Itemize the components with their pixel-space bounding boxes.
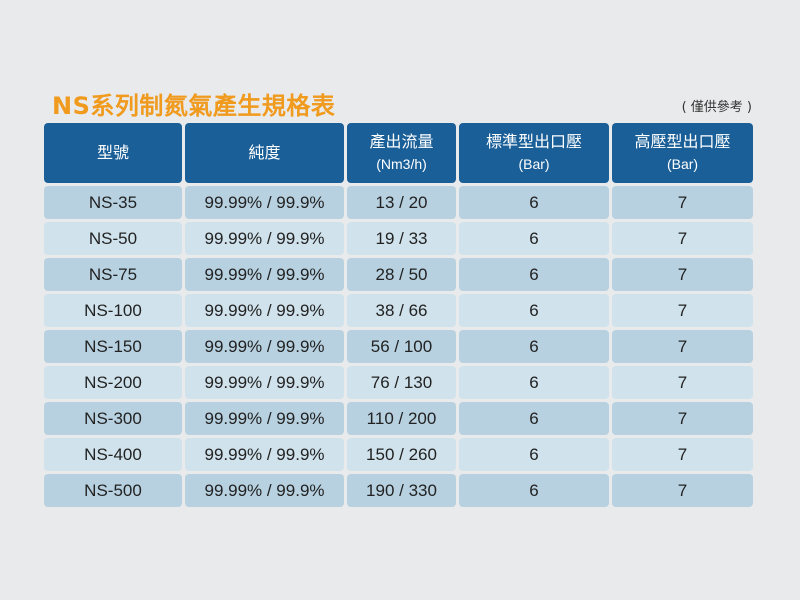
purity-cell: 99.99% / 99.9% xyxy=(185,474,344,507)
header-label: 型號 xyxy=(96,143,129,162)
flow-cell: 19 / 33 xyxy=(347,222,456,255)
high-pressure-cell: 7 xyxy=(612,366,753,399)
table-body: NS-35 99.99% / 99.9% 13 / 20 6 7 NS-50 99.99% … xyxy=(44,186,756,507)
high-pressure-cell: 7 xyxy=(612,402,753,435)
table-row: NS-100 99.99% / 99.9% 38 / 66 6 7 xyxy=(44,294,756,327)
table-row: NS-35 99.99% / 99.9% 13 / 20 6 7 xyxy=(44,186,756,219)
table-row: NS-500 99.99% / 99.9% 190 / 330 6 7 xyxy=(44,474,756,507)
standard-pressure-cell: 6 xyxy=(459,330,609,363)
standard-pressure-cell: 6 xyxy=(459,402,609,435)
model-cell: NS-200 xyxy=(44,366,182,399)
flow-cell: 190 / 330 xyxy=(347,474,456,507)
standard-pressure-cell: 6 xyxy=(459,258,609,291)
table-header: 型號 純度 產出流量 (Nm3/h) 標準型出口壓 (Bar) 高壓型出口壓 (… xyxy=(44,123,756,183)
high-pressure-cell: 7 xyxy=(612,474,753,507)
header-model: 型號 xyxy=(44,123,182,183)
high-pressure-cell: 7 xyxy=(612,222,753,255)
model-cell: NS-400 xyxy=(44,438,182,471)
standard-pressure-cell: 6 xyxy=(459,186,609,219)
model-cell: NS-35 xyxy=(44,186,182,219)
header-label: 標準型出口壓 xyxy=(485,132,582,151)
header-label: 純度 xyxy=(248,143,281,162)
header-purity: 純度 xyxy=(185,123,344,183)
table-row: NS-400 99.99% / 99.9% 150 / 260 6 7 xyxy=(44,438,756,471)
model-cell: NS-500 xyxy=(44,474,182,507)
standard-pressure-cell: 6 xyxy=(459,366,609,399)
standard-pressure-cell: 6 xyxy=(459,294,609,327)
high-pressure-cell: 7 xyxy=(612,186,753,219)
header-high-pressure: 高壓型出口壓 (Bar) xyxy=(612,123,753,183)
purity-cell: 99.99% / 99.9% xyxy=(185,366,344,399)
purity-cell: 99.99% / 99.9% xyxy=(185,402,344,435)
model-cell: NS-150 xyxy=(44,330,182,363)
purity-cell: 99.99% / 99.9% xyxy=(185,222,344,255)
high-pressure-cell: 7 xyxy=(612,438,753,471)
model-cell: NS-50 xyxy=(44,222,182,255)
table-row: NS-150 99.99% / 99.9% 56 / 100 6 7 xyxy=(44,330,756,363)
flow-cell: 38 / 66 xyxy=(347,294,456,327)
header-unit: (Bar) xyxy=(666,156,699,172)
flow-cell: 76 / 130 xyxy=(347,366,456,399)
purity-cell: 99.99% / 99.9% xyxy=(185,186,344,219)
model-cell: NS-300 xyxy=(44,402,182,435)
purity-cell: 99.99% / 99.9% xyxy=(185,330,344,363)
header-flow: 產出流量 (Nm3/h) xyxy=(347,123,456,183)
table-row: NS-75 99.99% / 99.9% 28 / 50 6 7 xyxy=(44,258,756,291)
flow-cell: 13 / 20 xyxy=(347,186,456,219)
purity-cell: 99.99% / 99.9% xyxy=(185,294,344,327)
high-pressure-cell: 7 xyxy=(612,330,753,363)
model-cell: NS-100 xyxy=(44,294,182,327)
standard-pressure-cell: 6 xyxy=(459,222,609,255)
header-standard-pressure: 標準型出口壓 (Bar) xyxy=(459,123,609,183)
header-label: 高壓型出口壓 xyxy=(634,132,731,151)
purity-cell: 99.99% / 99.9% xyxy=(185,258,344,291)
flow-cell: 28 / 50 xyxy=(347,258,456,291)
high-pressure-cell: 7 xyxy=(612,258,753,291)
reference-note: ( 僅供參考 ) xyxy=(681,100,752,115)
table-row: NS-200 99.99% / 99.9% 76 / 130 6 7 xyxy=(44,366,756,399)
header-label: 產出流量 xyxy=(369,132,434,151)
high-pressure-cell: 7 xyxy=(612,294,753,327)
header-unit: (Nm3/h) xyxy=(376,156,427,172)
standard-pressure-cell: 6 xyxy=(459,474,609,507)
flow-cell: 150 / 260 xyxy=(347,438,456,471)
purity-cell: 99.99% / 99.9% xyxy=(185,438,344,471)
flow-cell: 56 / 100 xyxy=(347,330,456,363)
spec-table: 型號 純度 產出流量 (Nm3/h) 標準型出口壓 (Bar) 高壓型出口壓 (… xyxy=(44,123,756,510)
table-row: NS-50 99.99% / 99.9% 19 / 33 6 7 xyxy=(44,222,756,255)
standard-pressure-cell: 6 xyxy=(459,438,609,471)
header-unit: (Bar) xyxy=(518,156,550,172)
page-title: NS系列制氮氣產生規格表 xyxy=(52,92,336,120)
table-row: NS-300 99.99% / 99.9% 110 / 200 6 7 xyxy=(44,402,756,435)
flow-cell: 110 / 200 xyxy=(347,402,456,435)
model-cell: NS-75 xyxy=(44,258,182,291)
